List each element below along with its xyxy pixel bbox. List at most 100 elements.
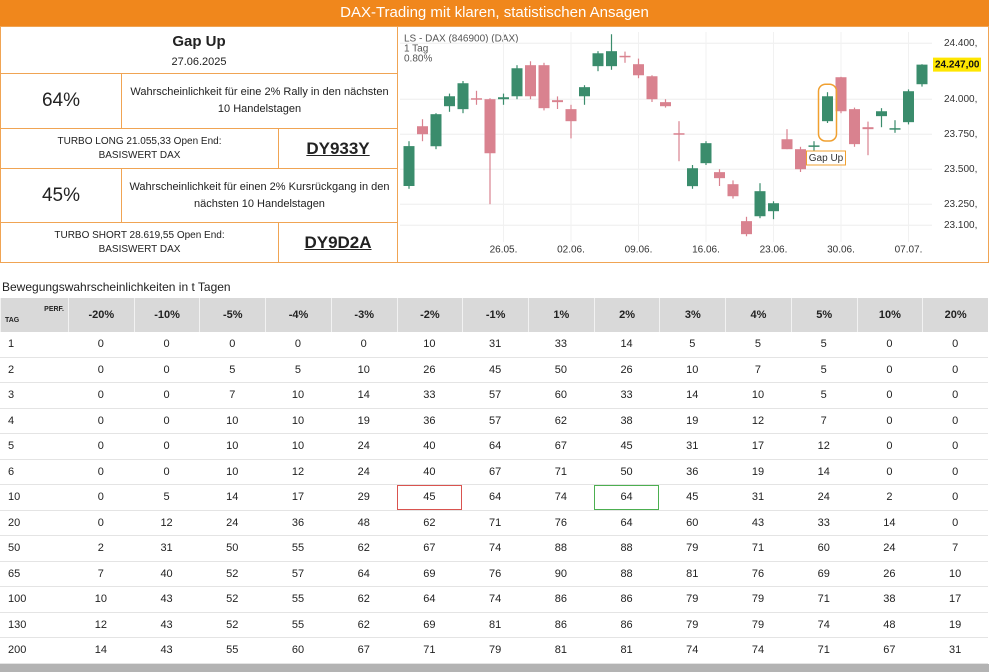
row-tag: 3 — [8, 389, 15, 402]
table-cell: 5 — [820, 363, 827, 376]
table-cell: 0 — [886, 363, 893, 376]
table-cell: 7 — [97, 567, 104, 580]
text-line: nächsten 10 Handelstagen — [194, 197, 325, 210]
table-cell: 10 — [751, 389, 765, 402]
table-cell: 71 — [817, 593, 830, 606]
table-cell: 10 — [94, 593, 107, 606]
table-cell: 0 — [97, 491, 104, 504]
table-cell: 64 — [489, 491, 502, 504]
candle-body — [430, 114, 442, 147]
table-cell: 67 — [489, 465, 502, 478]
table-cell: 76 — [554, 516, 567, 529]
candle-body — [714, 172, 725, 179]
table-cell: 31 — [686, 440, 699, 453]
candle-body — [592, 53, 604, 67]
table-cell: 69 — [423, 618, 436, 631]
row-tag: 65 — [8, 567, 21, 580]
x-tick-label: 26.05. — [490, 245, 518, 256]
short-description: Wahrscheinlichkeit für einen 2% Kursrück… — [121, 168, 398, 223]
long-code[interactable]: DY933Y — [306, 138, 370, 158]
row-tag: 1 — [8, 338, 15, 351]
column-header: 3% — [659, 298, 725, 332]
table-cell: 12 — [94, 618, 107, 631]
table-row: 1 0 0 0 0 0 10 31 33 14 5 5 5 0 0 — [0, 332, 988, 358]
row-tag: 20 — [8, 516, 21, 529]
column-header: -5% — [199, 298, 265, 332]
row-tag: 10 — [8, 491, 21, 504]
table-cell: 81 — [686, 567, 699, 580]
table-cell: 64 — [620, 516, 633, 529]
table-cell: 0 — [886, 440, 893, 453]
chart-layer: LS - DAX (846900) (DAX) 1 Tag 0.80% 24.4… — [400, 32, 981, 256]
candle-body — [498, 97, 509, 100]
candle-body — [673, 133, 685, 135]
table-cell: 24 — [883, 542, 896, 555]
table-cell: 81 — [489, 618, 502, 631]
table-cell: 55 — [291, 542, 305, 555]
table-cell: 60 — [554, 389, 567, 402]
table-cell: 0 — [163, 440, 170, 453]
table-cell: 0 — [952, 338, 959, 351]
table-cell: 31 — [489, 338, 502, 351]
candle-body — [579, 87, 590, 97]
table-cell: 0 — [952, 491, 959, 504]
table-cell: 60 — [291, 644, 305, 657]
table-cell: 81 — [554, 644, 567, 657]
table-cell: 62 — [357, 542, 370, 555]
table-cell: 0 — [886, 338, 893, 351]
table-cell: 81 — [620, 644, 633, 657]
table-row: 100 10 43 52 55 62 64 74 86 86 79 79 71 38 17 — [0, 587, 988, 613]
table-cell: 5 — [689, 338, 696, 351]
table-cell: 12 — [160, 516, 173, 529]
table-cell: 71 — [423, 644, 436, 657]
candle-body — [417, 126, 428, 135]
signal-box: Gap Up 27.06.2025 — [0, 26, 398, 74]
table-cell: 64 — [423, 593, 436, 606]
table-cell: 7 — [952, 542, 959, 555]
table-cell: 57 — [489, 389, 502, 402]
table-cell: 79 — [686, 593, 699, 606]
table-cell: 45 — [620, 440, 633, 453]
table-cell: 0 — [163, 465, 170, 478]
column-header: -20% — [68, 298, 134, 332]
text-line: 10 Handelstagen — [217, 103, 302, 115]
table-cell: 5 — [754, 338, 762, 351]
table-cell: 14 — [94, 644, 107, 657]
table-row: 200 14 43 55 60 67 71 79 81 81 74 74 71 67 31 — [0, 638, 988, 664]
table-cell: 24 — [817, 491, 830, 504]
candle-body — [876, 111, 887, 117]
table-cell: 0 — [952, 440, 959, 453]
table-cell: 79 — [686, 618, 699, 631]
table-row: 50 2 31 50 55 62 67 74 88 88 79 71 60 24 7 — [0, 536, 988, 562]
short-code[interactable]: DY9D2A — [304, 232, 372, 252]
table-cell: 10 — [423, 338, 436, 351]
table-cell: 43 — [160, 618, 173, 631]
table-cell: 14 — [817, 465, 830, 478]
table-cell: 45 — [396, 485, 463, 510]
table-cell: 19 — [949, 618, 962, 631]
table-cell: 48 — [357, 516, 370, 529]
candle-body — [768, 203, 779, 212]
table-cell: 43 — [751, 516, 765, 529]
table-cell: 67 — [554, 440, 567, 453]
row-tag: 50 — [8, 542, 21, 555]
table-row: 20 0 12 24 36 48 62 71 76 64 60 43 33 14 0 — [0, 511, 988, 536]
table-cell: 40 — [160, 567, 173, 580]
candle-body — [795, 149, 806, 170]
table-cell: 2 — [97, 542, 104, 555]
short-code-box: DY9D2A — [278, 222, 398, 263]
x-tick-label: 07.07. — [895, 245, 923, 256]
table-cell: 0 — [97, 440, 104, 453]
candle-body — [565, 109, 577, 122]
table-cell: 0 — [97, 363, 104, 376]
table-cell: 5 — [294, 363, 302, 376]
table-cell: 55 — [226, 644, 239, 657]
chart: LS - DAX (846900) (DAX) 1 Tag 0.80% 24.4… — [400, 32, 981, 256]
table-cell: 0 — [886, 414, 893, 427]
footer-bar — [0, 664, 989, 672]
table-row: 65 7 40 52 57 64 69 76 90 88 81 76 69 26 10 — [0, 562, 988, 587]
table-cell: 52 — [226, 567, 239, 580]
x-tick-label: 16.06. — [692, 245, 720, 256]
candle-body — [808, 145, 820, 147]
chart-interval: 1 Tag — [404, 44, 428, 55]
